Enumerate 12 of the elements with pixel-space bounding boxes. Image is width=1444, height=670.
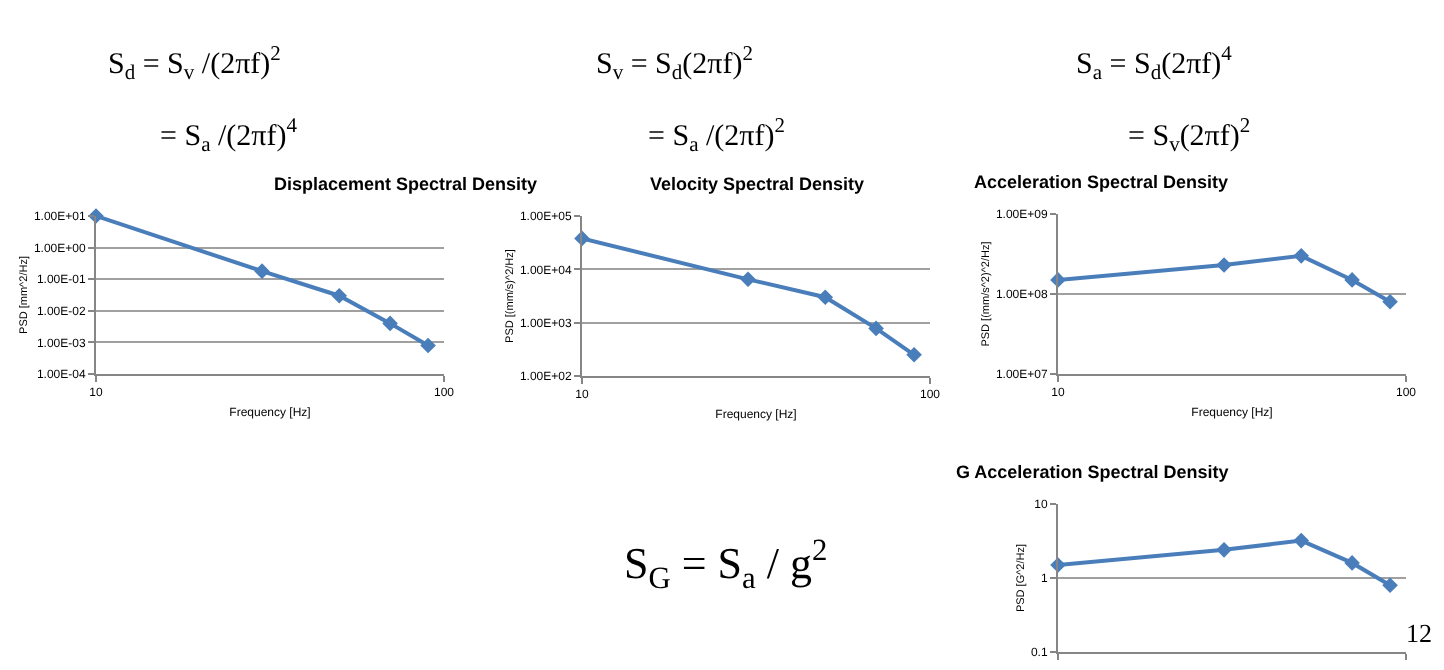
text: S$_{a}$ = S$_{d}$(2πf)$^{4}$ xyxy=(1076,44,1234,85)
chart-title: Acceleration Spectral Density xyxy=(974,172,1229,192)
text: = S$_{a}$ /(2πf)$^{4}$ xyxy=(160,116,299,157)
text: S$_{G}$ = S$_{a}$ / g$^{2}$ xyxy=(624,534,828,596)
text: = S$_{a}$ /(2πf)$^{2}$ xyxy=(648,116,785,157)
annotation: 12 xyxy=(1406,618,1432,648)
text: = S$_{v}$(2πf)$^{2}$ xyxy=(1128,116,1251,157)
text: S$_{d}$ = S$_{v}$ /(2πf)$^{2}$ xyxy=(108,44,281,85)
chart-title: Displacement Spectral Density xyxy=(274,174,538,194)
chart-title: G Acceleration Spectral Density xyxy=(956,462,1229,482)
chart-title: Velocity Spectral Density xyxy=(650,174,865,194)
text: S$_{v}$ = S$_{d}$(2πf)$^{2}$ xyxy=(596,44,753,85)
